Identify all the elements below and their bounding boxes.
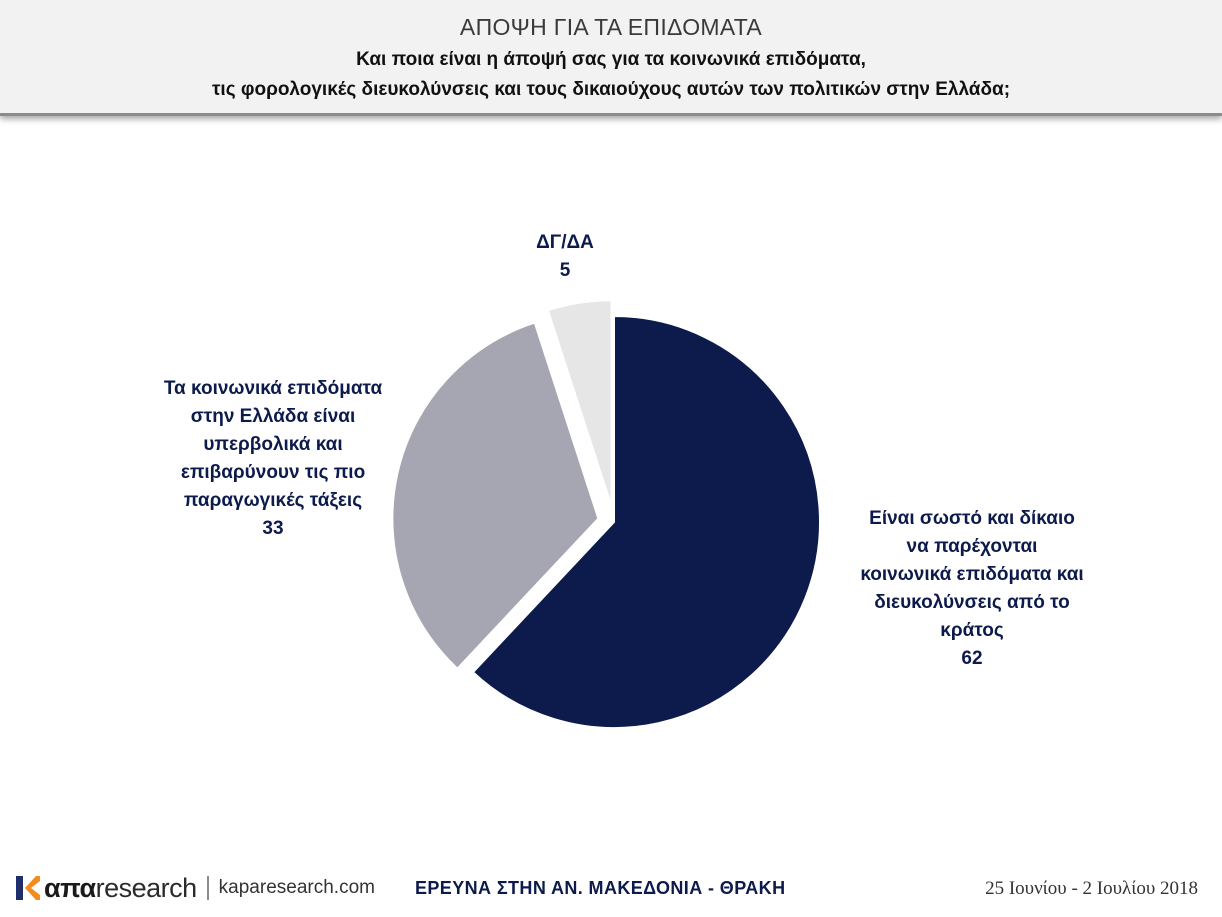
slice-label-0: Είναι σωστό και δίκαιο να παρέχονται κοινω… [860,508,1083,669]
kapa-research-logo: απαresearch kaparesearch.com [14,870,375,906]
logo-wordmark: απαresearch [44,872,197,903]
page-title: ΑΠΟΨΗ ΓΙΑ ΤΑ ΕΠΙΔΟΜΑΤΑ [459,14,763,40]
slice-category-label: υπερβολικά και [203,434,342,455]
logo-divider [206,876,209,900]
slice-category-label: στην Ελλάδα είναι [191,406,356,427]
slice-category-label: παραγωγικές τάξεις [184,490,362,511]
slice-label-1: Τα κοινωνικά επιδόματα στην Ελλάδα είναι υ… [164,378,383,539]
question-line-2: τις φορολογικές διευκολύνσεις και τους δ… [211,79,1011,100]
survey-date: 25 Ιουνίου - 2 Ιουλίου 2018 [985,878,1198,899]
header-banner: ΑΠΟΨΗ ΓΙΑ ΤΑ ΕΠΙΔΟΜΑΤΑ Και ποια είναι η … [0,0,1222,116]
question-line-1: Και ποια είναι η άποψή σας για τα κοινων… [356,49,866,70]
slice-value-label: 5 [560,260,571,281]
slice-category-label: να παρέχονται [907,536,1038,557]
pie-slice-1 [391,321,600,671]
slice-category-label: ΔΓ/ΔΑ [536,232,594,253]
slice-value-label: 62 [961,648,982,669]
slice-label-2: ΔΓ/ΔΑ 5 [536,232,594,281]
slice-category-label: κράτος [940,620,1004,641]
slice-category-label: Τα κοινωνικά επιδόματα [164,378,383,399]
slice-category-label: διευκολύνσεις από το [874,592,1069,613]
slice-category-label: Είναι σωστό και δίκαιο [869,508,1075,529]
survey-question: Και ποια είναι η άποψή σας για τα κοινων… [0,45,1222,105]
slice-category-label: κοινωνικά επιδόματα και [860,564,1083,585]
slice-value-label: 33 [262,518,283,539]
survey-region: ΕΡΕΥΝΑ ΣΤΗΝ ΑΝ. ΜΑΚΕΔΟΝΙΑ - ΘΡΑΚΗ [415,878,786,898]
website-url[interactable]: kaparesearch.com [218,877,375,898]
pie-slice-0 [471,314,821,729]
pie-slice-2 [546,299,613,507]
slice-category-label: επιβαρύνουν τις πιο [181,462,365,483]
kapa-logo-icon [16,876,40,900]
